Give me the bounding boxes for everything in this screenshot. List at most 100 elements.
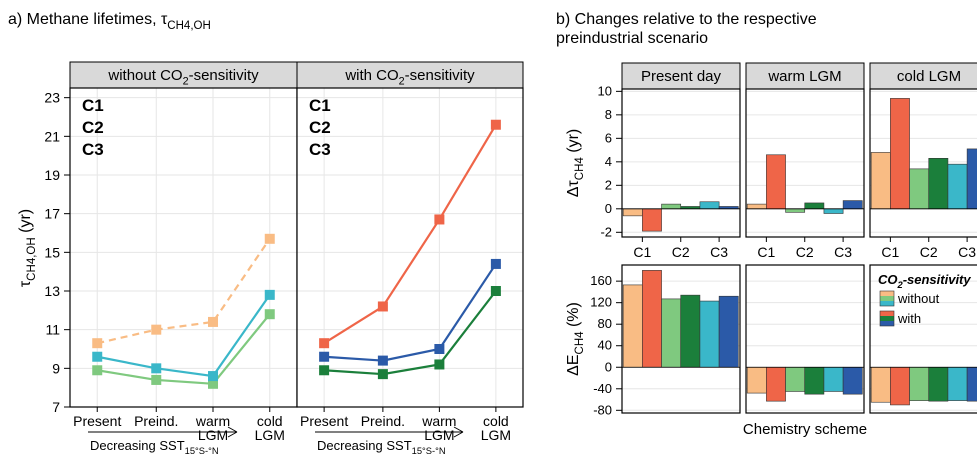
legend-item-with: with xyxy=(897,311,921,326)
panel-a-xtick-label: warm xyxy=(421,413,456,429)
series-point-C1 xyxy=(264,233,275,244)
series-line-C3 xyxy=(97,294,271,378)
sst-arrow-head xyxy=(453,426,464,438)
panel-a-title: a) Methane lifetimes, τCH4,OH xyxy=(8,11,211,32)
panel-b-ytick-label: 2 xyxy=(605,177,612,192)
bar-C3_without xyxy=(947,163,968,210)
panel-b-row1-facet1: C1 C2 C3 xyxy=(621,88,741,260)
panel-b-xtick-label: C2 xyxy=(920,244,938,260)
bar-C1_with xyxy=(890,98,910,210)
panel-a-xtick-label: LGM xyxy=(198,427,228,443)
legend-title: CO2-sensitivity xyxy=(878,272,971,290)
series-point-C2 xyxy=(434,359,445,370)
facet-border xyxy=(296,87,524,408)
bar-C2_without xyxy=(785,366,806,392)
panel-a-ytick-label: 15 xyxy=(44,244,60,260)
legend-C1: C1 xyxy=(82,96,104,115)
bar-C3_with xyxy=(966,366,977,402)
panel-a-ytick-label: 19 xyxy=(44,167,60,183)
legend-swatch-border xyxy=(879,290,895,307)
facet-plot-area xyxy=(69,87,298,408)
bar-C2_without xyxy=(909,168,930,210)
bar-C2_without xyxy=(661,298,682,368)
panel-a-ytick-label: 7 xyxy=(52,399,60,415)
bar-C2_with xyxy=(680,294,701,368)
bar-C1_with xyxy=(766,366,786,402)
bar-C1_without xyxy=(622,284,643,368)
sst-arrow-label: Decreasing SST15°S-°N xyxy=(317,438,446,456)
bar-C3_with xyxy=(842,366,863,395)
legend-swatch-border xyxy=(879,310,895,327)
panel-b-title-line1: b) Changes relative to the respective xyxy=(556,11,817,28)
panel-b-strip-label: cold LGM xyxy=(897,68,961,85)
panel-b-xtick-label: C2 xyxy=(672,244,690,260)
series-point-C3 xyxy=(208,371,219,382)
bar-C2_without xyxy=(909,366,930,401)
panel-a-xtick-label: LGM xyxy=(424,427,454,443)
panel-b-xtick-label: C3 xyxy=(710,244,728,260)
panel-b-strip xyxy=(869,62,977,90)
panel-b-row1-facet2: C1 C2 C3 xyxy=(745,88,865,260)
series-point-C2 xyxy=(264,309,275,320)
bar-C1_with xyxy=(766,154,786,210)
legend-swatch-with xyxy=(880,321,894,326)
legend-swatch-with xyxy=(880,316,894,321)
series-point-C2 xyxy=(319,365,330,376)
legend-swatch-with xyxy=(880,311,894,316)
panel-b-title-line2: preindustrial scenario xyxy=(556,30,708,47)
series-point-C2 xyxy=(490,286,501,296)
legend-C2: C2 xyxy=(82,118,104,137)
legend-C3: C3 xyxy=(82,140,104,159)
sst-arrow-label: Decreasing SST15°S-°N xyxy=(90,438,219,456)
bar-C2_without xyxy=(661,203,682,210)
panel-b-ytick-label: 160 xyxy=(590,273,612,288)
bar-C3_without xyxy=(947,366,968,401)
bar-C1_without xyxy=(870,152,891,210)
panel-b-strip xyxy=(621,62,741,90)
panel-b-row2-facet1 xyxy=(621,264,741,414)
bar-C1_with xyxy=(642,270,662,368)
panel-b-xtick-label: C3 xyxy=(958,244,976,260)
panel-b-ytick-label: 10 xyxy=(598,83,612,98)
bar-C1_with xyxy=(890,366,910,406)
panel-b-ytick-label: 6 xyxy=(605,130,612,145)
panel-b-xtick-label: C3 xyxy=(834,244,852,260)
panel-b-row2-facet3 xyxy=(869,264,977,414)
bar-C1_without xyxy=(622,208,643,217)
series-line-C3 xyxy=(324,263,497,362)
panel-b-row2-facet2 xyxy=(745,264,865,414)
bar-C2_without xyxy=(785,208,806,213)
panel-b-strip xyxy=(745,62,865,90)
panel-a-xtick-label: cold xyxy=(257,413,283,429)
series-point-C3 xyxy=(377,355,388,366)
series-line-C1 xyxy=(323,124,497,345)
series-line-C1 xyxy=(96,238,271,345)
series-line-C2 xyxy=(324,290,497,376)
panel-a-xtick-label: LGM xyxy=(255,427,285,443)
panel-a-xtick-label: warm xyxy=(195,413,230,429)
bar-C2_with xyxy=(804,202,825,210)
series-point-C3 xyxy=(92,351,103,362)
panel-a-ytick-label: 9 xyxy=(52,360,60,376)
series-point-C1 xyxy=(319,338,330,349)
bar-C3_without xyxy=(823,366,844,392)
panel-b-ytick-label: 80 xyxy=(598,316,612,331)
bar-C1_without xyxy=(870,366,891,403)
panel-b-row2-ylabel: ΔECH4 (%) xyxy=(565,302,586,376)
legend-swatch-without xyxy=(880,296,894,301)
panel-a-ytick-label: 11 xyxy=(45,322,60,338)
panel-a-xtick-label: Present xyxy=(300,413,348,429)
series-point-C1 xyxy=(490,119,501,130)
panel-b-ytick-label: 4 xyxy=(605,154,612,169)
panel-b-ytick-label: 120 xyxy=(590,295,612,310)
panel-a-xtick-label: Present xyxy=(73,413,121,429)
panel-a-ytick-label: 23 xyxy=(44,90,60,106)
panel-b-ytick-label: 0 xyxy=(605,359,612,374)
bar-C3_with xyxy=(966,148,977,210)
panel-b-row1-facet3: C1 C2 C3 xyxy=(869,88,977,260)
facet-strip-label: with CO2-sensitivity xyxy=(344,67,475,88)
facet-strip-label: without CO2-sensitivity xyxy=(107,67,259,88)
